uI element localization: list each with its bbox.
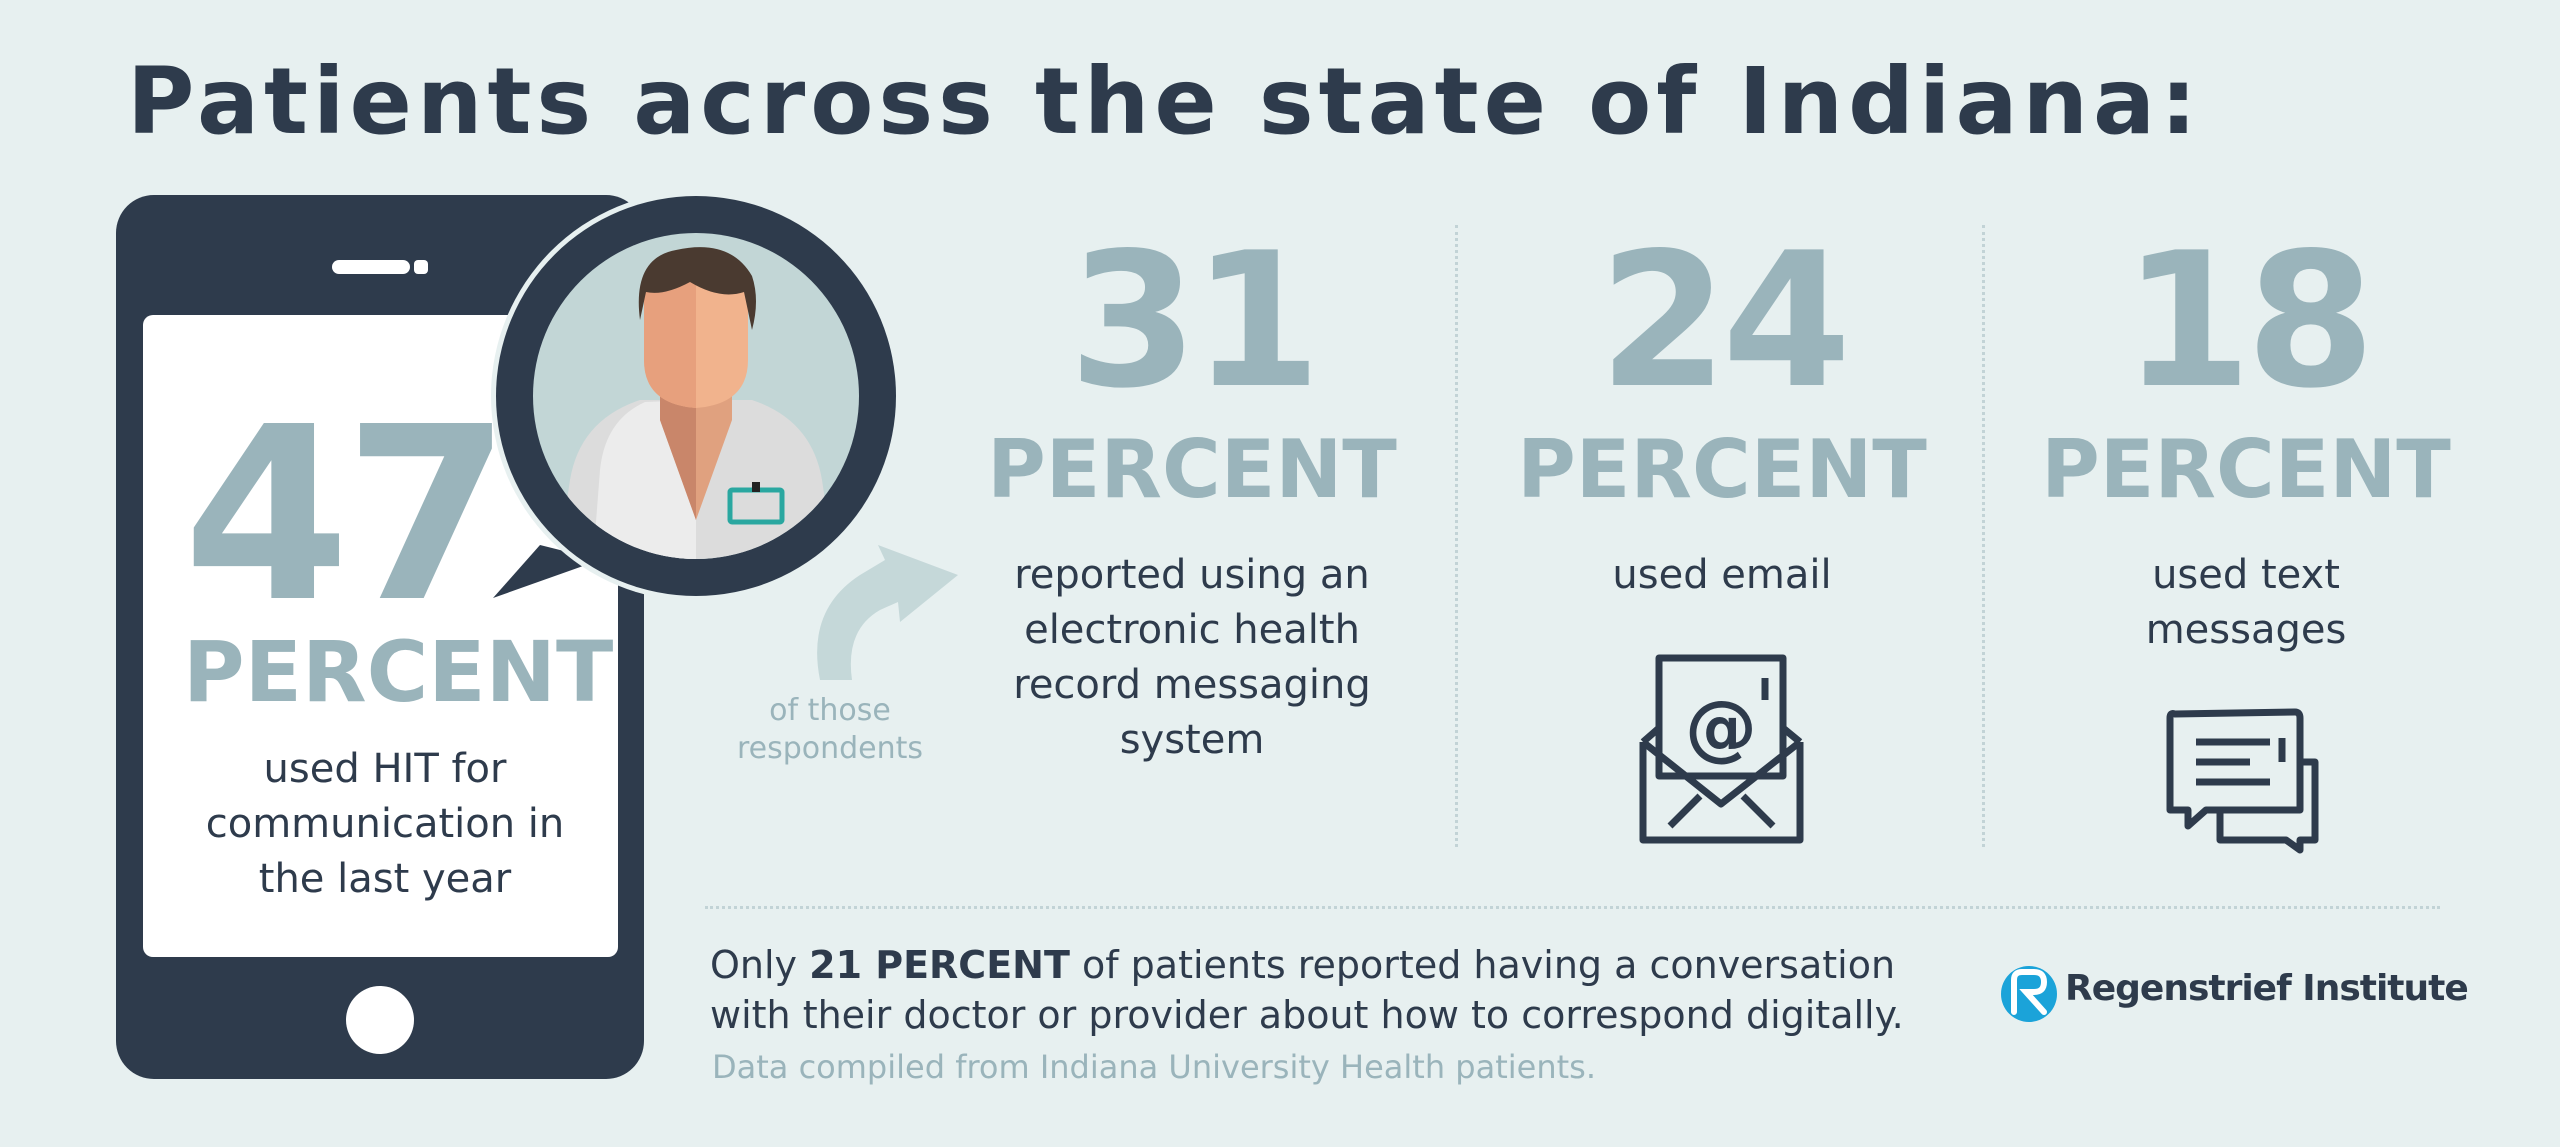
section-divider	[705, 906, 2440, 909]
svg-text:@: @	[1685, 685, 1757, 769]
arrow-label-line: respondents	[736, 731, 924, 766]
arrow-label-line: of those	[769, 693, 891, 728]
doctor-avatar-icon	[491, 191, 901, 601]
arrow-label: of those respondents	[700, 692, 960, 768]
footnote-line-2: with their doctor or provider about how …	[710, 993, 1904, 1037]
stat-description-email: used email	[1500, 548, 1944, 603]
chat-bubbles-icon	[2166, 708, 2319, 854]
desc-line: communication in	[205, 801, 565, 847]
column-divider	[1455, 225, 1458, 847]
desc-line: messages	[2145, 607, 2347, 653]
stat-unit-ehr: PERCENT	[987, 423, 1397, 516]
desc-line: reported using an	[1014, 552, 1370, 598]
stat-value-text: 18	[2122, 212, 2376, 429]
stat-value-ehr: 31	[1068, 212, 1322, 429]
desc-line: record messaging	[1013, 662, 1371, 708]
stat-unit-email: PERCENT	[1517, 423, 1927, 516]
column-divider	[1982, 225, 1985, 847]
main-stat-description: used HIT for communication in the last y…	[170, 742, 600, 907]
data-source: Data compiled from Indiana University He…	[712, 1048, 1596, 1086]
desc-line: the last year	[258, 856, 512, 902]
desc-line: used email	[1612, 552, 1832, 598]
logo-wordmark: Regenstrief Institute	[2065, 968, 2469, 1009]
desc-line: used HIT for	[263, 746, 507, 792]
main-stat-value: 47	[183, 375, 511, 655]
footnote-statement: Only 21 PERCENT of patients reported hav…	[710, 940, 1990, 1040]
stat-value-email: 24	[1598, 212, 1852, 429]
page-title: Patients across the state of Indiana:	[127, 48, 2202, 155]
desc-line: system	[1119, 717, 1265, 763]
desc-line: used text	[2152, 552, 2340, 598]
desc-line: electronic health	[1024, 607, 1360, 653]
stat-description-ehr: reported using an electronic health reco…	[970, 548, 1414, 768]
regenstrief-logo-icon	[2001, 966, 2057, 1022]
footnote-line-1: Only 21 PERCENT of patients reported hav…	[710, 943, 1896, 987]
email-envelope-icon: @	[1639, 654, 1804, 844]
curved-arrow-icon	[817, 545, 958, 680]
footnote-highlight: 21 PERCENT	[809, 943, 1070, 987]
stat-description-text: used text messages	[2024, 548, 2468, 658]
stat-unit-text: PERCENT	[2041, 423, 2451, 516]
main-stat-unit: PERCENT	[183, 623, 614, 721]
